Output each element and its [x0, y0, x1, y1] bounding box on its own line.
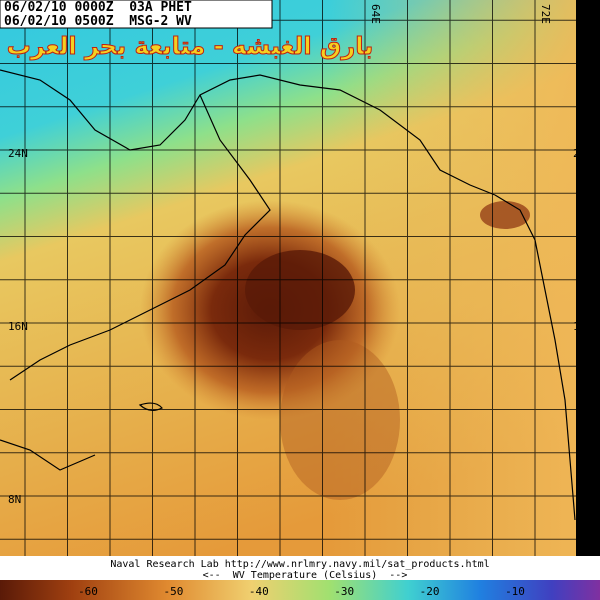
footer-band: [0, 556, 600, 580]
colorbar-tick-label: -40: [249, 585, 269, 598]
lat-label: 16N: [8, 320, 28, 333]
colorbar-tick-label: -60: [78, 585, 98, 598]
colorbar-tick-label: -50: [163, 585, 183, 598]
header-line: 06/02/10 0500Z MSG-2 WV: [4, 14, 192, 29]
colorbar-ticks: -60 -50 -40 -30 -20 -10: [78, 585, 525, 598]
storm-core: [245, 250, 355, 330]
credit: Naval Research Lab http://www.nrlmry.nav…: [110, 559, 489, 570]
colorbar-tick-label: -20: [420, 585, 440, 598]
overlay-title: بارق الغبشه - متابعة بحر العرب: [7, 32, 373, 60]
lat-label: 24N: [8, 147, 28, 160]
lat-label: 16N: [573, 320, 593, 333]
cloud-band: [280, 340, 400, 500]
lat-label: 8N: [8, 493, 21, 506]
header-box: [0, 0, 273, 29]
lat-label: 24N: [573, 147, 593, 160]
header-line: 06/02/10 0000Z 03A PHET: [4, 0, 192, 15]
colorbar-tick-label: -10: [505, 585, 525, 598]
space-edge: [576, 0, 600, 556]
lon-label: 64E: [369, 4, 382, 24]
lon-label: 72E: [539, 4, 552, 24]
colorbar: [0, 580, 600, 600]
colorbar-tick-label: -30: [334, 585, 354, 598]
colorbar-caption: <-- WV Temperature (Celsius) -->: [203, 570, 408, 581]
